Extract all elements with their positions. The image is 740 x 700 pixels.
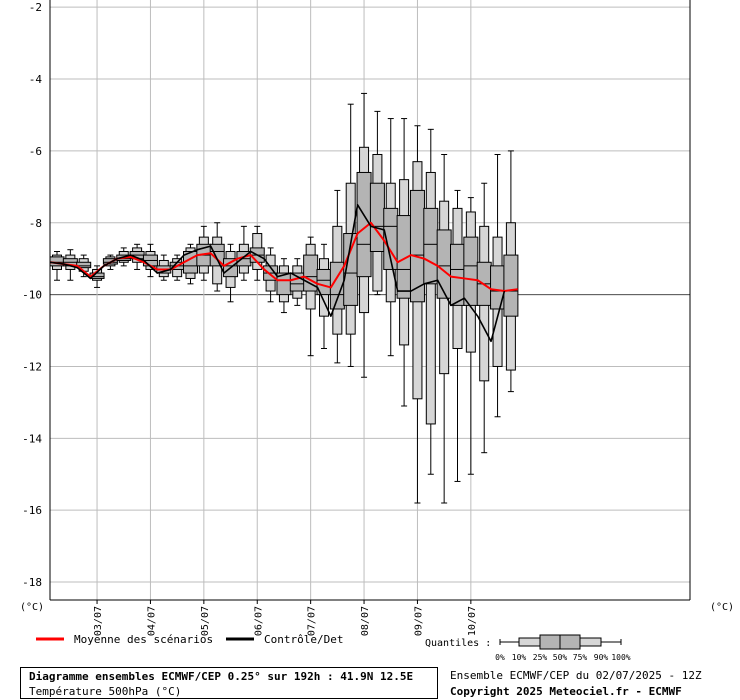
x-tick-label: 09/07 (413, 606, 424, 636)
y-tick-label: -16 (22, 504, 42, 517)
quantile-item-label: 25% (533, 653, 548, 662)
x-tick-label: 08/07 (360, 606, 371, 636)
mean-series-line (50, 221, 518, 293)
y-tick-label: -14 (22, 432, 42, 445)
x-tick-label: 03/07 (93, 606, 104, 636)
box-10-90 (425, 171, 436, 425)
box-whisker (289, 258, 305, 306)
x-tick-label: 10/07 (467, 606, 478, 636)
box-whisker (316, 243, 332, 350)
quantile-item-label: 10% (512, 653, 527, 662)
quantile-item-label: 75% (573, 653, 588, 662)
box-whisker (409, 125, 425, 504)
box-25-75 (209, 243, 225, 267)
box-whisker (503, 150, 519, 393)
chart-caption-title: Diagramme ensembles ECMWF/CEP 0.25° sur … (29, 670, 414, 683)
box-whisker (383, 118, 399, 357)
y-tick-label: -2 (29, 1, 42, 14)
y-tick-label: -12 (22, 360, 42, 373)
box-whisker (303, 236, 319, 357)
legend-mean-label: Moyenne des scénarios (74, 633, 213, 646)
legend-control-label: Contrôle/Det (264, 633, 343, 646)
box-whisker (156, 254, 172, 281)
box-whisker (329, 189, 345, 364)
box-whisker (343, 103, 359, 367)
box-whisker (223, 243, 239, 303)
y-tick-label: -10 (22, 289, 42, 302)
quantile-item-label: 0% (495, 653, 505, 662)
box-25-75 (369, 182, 385, 252)
box-whisker (209, 222, 225, 292)
box-whisker (436, 153, 452, 504)
grid (50, 0, 690, 600)
chart-caption-box: Diagramme ensembles ECMWF/CEP 0.25° sur … (20, 667, 438, 699)
series-lines (50, 203, 518, 343)
y-tick-label: -18 (22, 576, 42, 589)
plot-frame (49, 0, 691, 604)
box-25-75 (436, 229, 452, 299)
control-series-line (50, 203, 506, 343)
box-25-75 (490, 265, 506, 310)
box-whisker (49, 250, 65, 281)
box-whisker (490, 153, 506, 418)
quantiles-label: Quantiles : (425, 638, 491, 649)
unit-right: (°C) (710, 602, 734, 613)
box-whisker (463, 197, 479, 475)
box-whisker (369, 110, 385, 296)
x-tick-label: 07/07 (307, 606, 318, 636)
x-tick-label: 06/07 (253, 606, 264, 636)
box-25-75 (423, 207, 439, 285)
box-whisker (276, 258, 292, 314)
chart-caption-subtitle: Température 500hPa (°C) (29, 685, 182, 698)
x-tick-label: 04/07 (146, 606, 157, 636)
axis-labels: -2 -4 -6 -8 -10 -12 -14 -16 -18 03/07 04/07 05/07 06… (20, 1, 734, 636)
quantile-item-label: 90% (594, 653, 609, 662)
quantile-item-label: 100% (611, 653, 630, 662)
box-whisker (249, 225, 265, 281)
box-whisker (396, 118, 412, 407)
legend: Moyenne des scénarios Contrôle/Det Quantil… (36, 633, 631, 662)
box-25-75 (503, 254, 519, 317)
copyright: Copyright 2025 Meteociel.fr - ECMWF (450, 685, 682, 698)
y-tick-label: -6 (29, 145, 42, 158)
box-whisker (356, 92, 372, 378)
box-whisker (423, 128, 439, 475)
box-25-75 (463, 236, 479, 306)
box-whisker (450, 189, 465, 482)
y-tick-label: -8 (29, 217, 42, 230)
quantile-key (499, 634, 622, 650)
box-whisker (62, 249, 78, 281)
y-tick-label: -4 (29, 73, 43, 86)
x-tick-label: 05/07 (200, 606, 211, 636)
quantile-item-label: 50% (553, 653, 568, 662)
unit-left: (°C) (20, 602, 44, 613)
box-25-75 (450, 243, 465, 306)
run-info: Ensemble ECMWF/CEP du 02/07/2025 - 12Z (450, 669, 702, 682)
